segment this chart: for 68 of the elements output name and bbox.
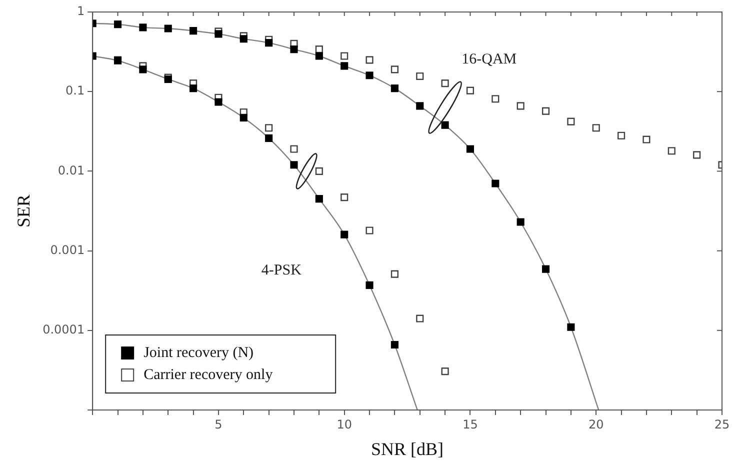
point [390, 66, 398, 74]
point [290, 161, 298, 169]
point [265, 39, 273, 47]
point [642, 136, 650, 144]
y-tick-label: 0.1 [65, 84, 85, 98]
point [340, 230, 348, 238]
point [441, 368, 449, 376]
legend-label: Joint recovery (N) [144, 344, 254, 361]
annotation: 16-QAM [462, 52, 517, 68]
point [441, 80, 449, 88]
point [190, 84, 198, 92]
point [139, 24, 147, 32]
point [516, 102, 524, 110]
y-axis-title: SER [14, 194, 34, 228]
point [340, 52, 348, 60]
point [366, 226, 374, 234]
y-tick-label: 0.001 [50, 242, 85, 257]
point [315, 167, 323, 175]
point [542, 107, 550, 115]
point [693, 151, 701, 159]
point [164, 24, 172, 32]
point [618, 132, 626, 140]
point [190, 27, 198, 35]
point [492, 180, 500, 188]
point [390, 340, 398, 349]
point [567, 118, 575, 126]
point [265, 134, 273, 142]
y-tick-label: 0.0001 [42, 322, 85, 337]
point [139, 66, 147, 74]
point [567, 323, 575, 331]
annotation: 4-PSK [261, 262, 302, 279]
point [265, 124, 273, 132]
y-tick-label: 0.01 [58, 163, 85, 178]
x-axis-title: SNR [dB] [371, 438, 444, 459]
point [290, 46, 298, 54]
point [366, 281, 374, 289]
x-tick-label: 5 [214, 417, 222, 432]
point [340, 62, 348, 70]
x-tick-label: 25 [714, 417, 730, 432]
point [315, 195, 323, 203]
point [416, 102, 424, 110]
point [492, 95, 500, 103]
point [668, 147, 676, 155]
point [315, 52, 323, 60]
point [366, 56, 374, 64]
x-tick-label: 10 [336, 417, 352, 432]
point [240, 35, 248, 43]
point [390, 84, 398, 92]
point [290, 145, 298, 153]
point [416, 314, 424, 322]
point [592, 124, 600, 132]
point [214, 30, 222, 38]
point [466, 145, 474, 153]
y-tick-label: 1 [76, 4, 85, 18]
point [214, 98, 222, 106]
point [441, 121, 449, 129]
point [542, 265, 550, 273]
x-tick-label: 20 [588, 417, 604, 432]
point [390, 270, 398, 278]
x-tick-label: 15 [462, 417, 478, 432]
point [114, 20, 122, 28]
legend-label: Carrier recovery only [144, 366, 274, 383]
point [416, 72, 424, 80]
point [466, 86, 474, 94]
point [366, 72, 374, 80]
point [340, 194, 348, 202]
point [516, 218, 524, 226]
point [240, 114, 248, 122]
